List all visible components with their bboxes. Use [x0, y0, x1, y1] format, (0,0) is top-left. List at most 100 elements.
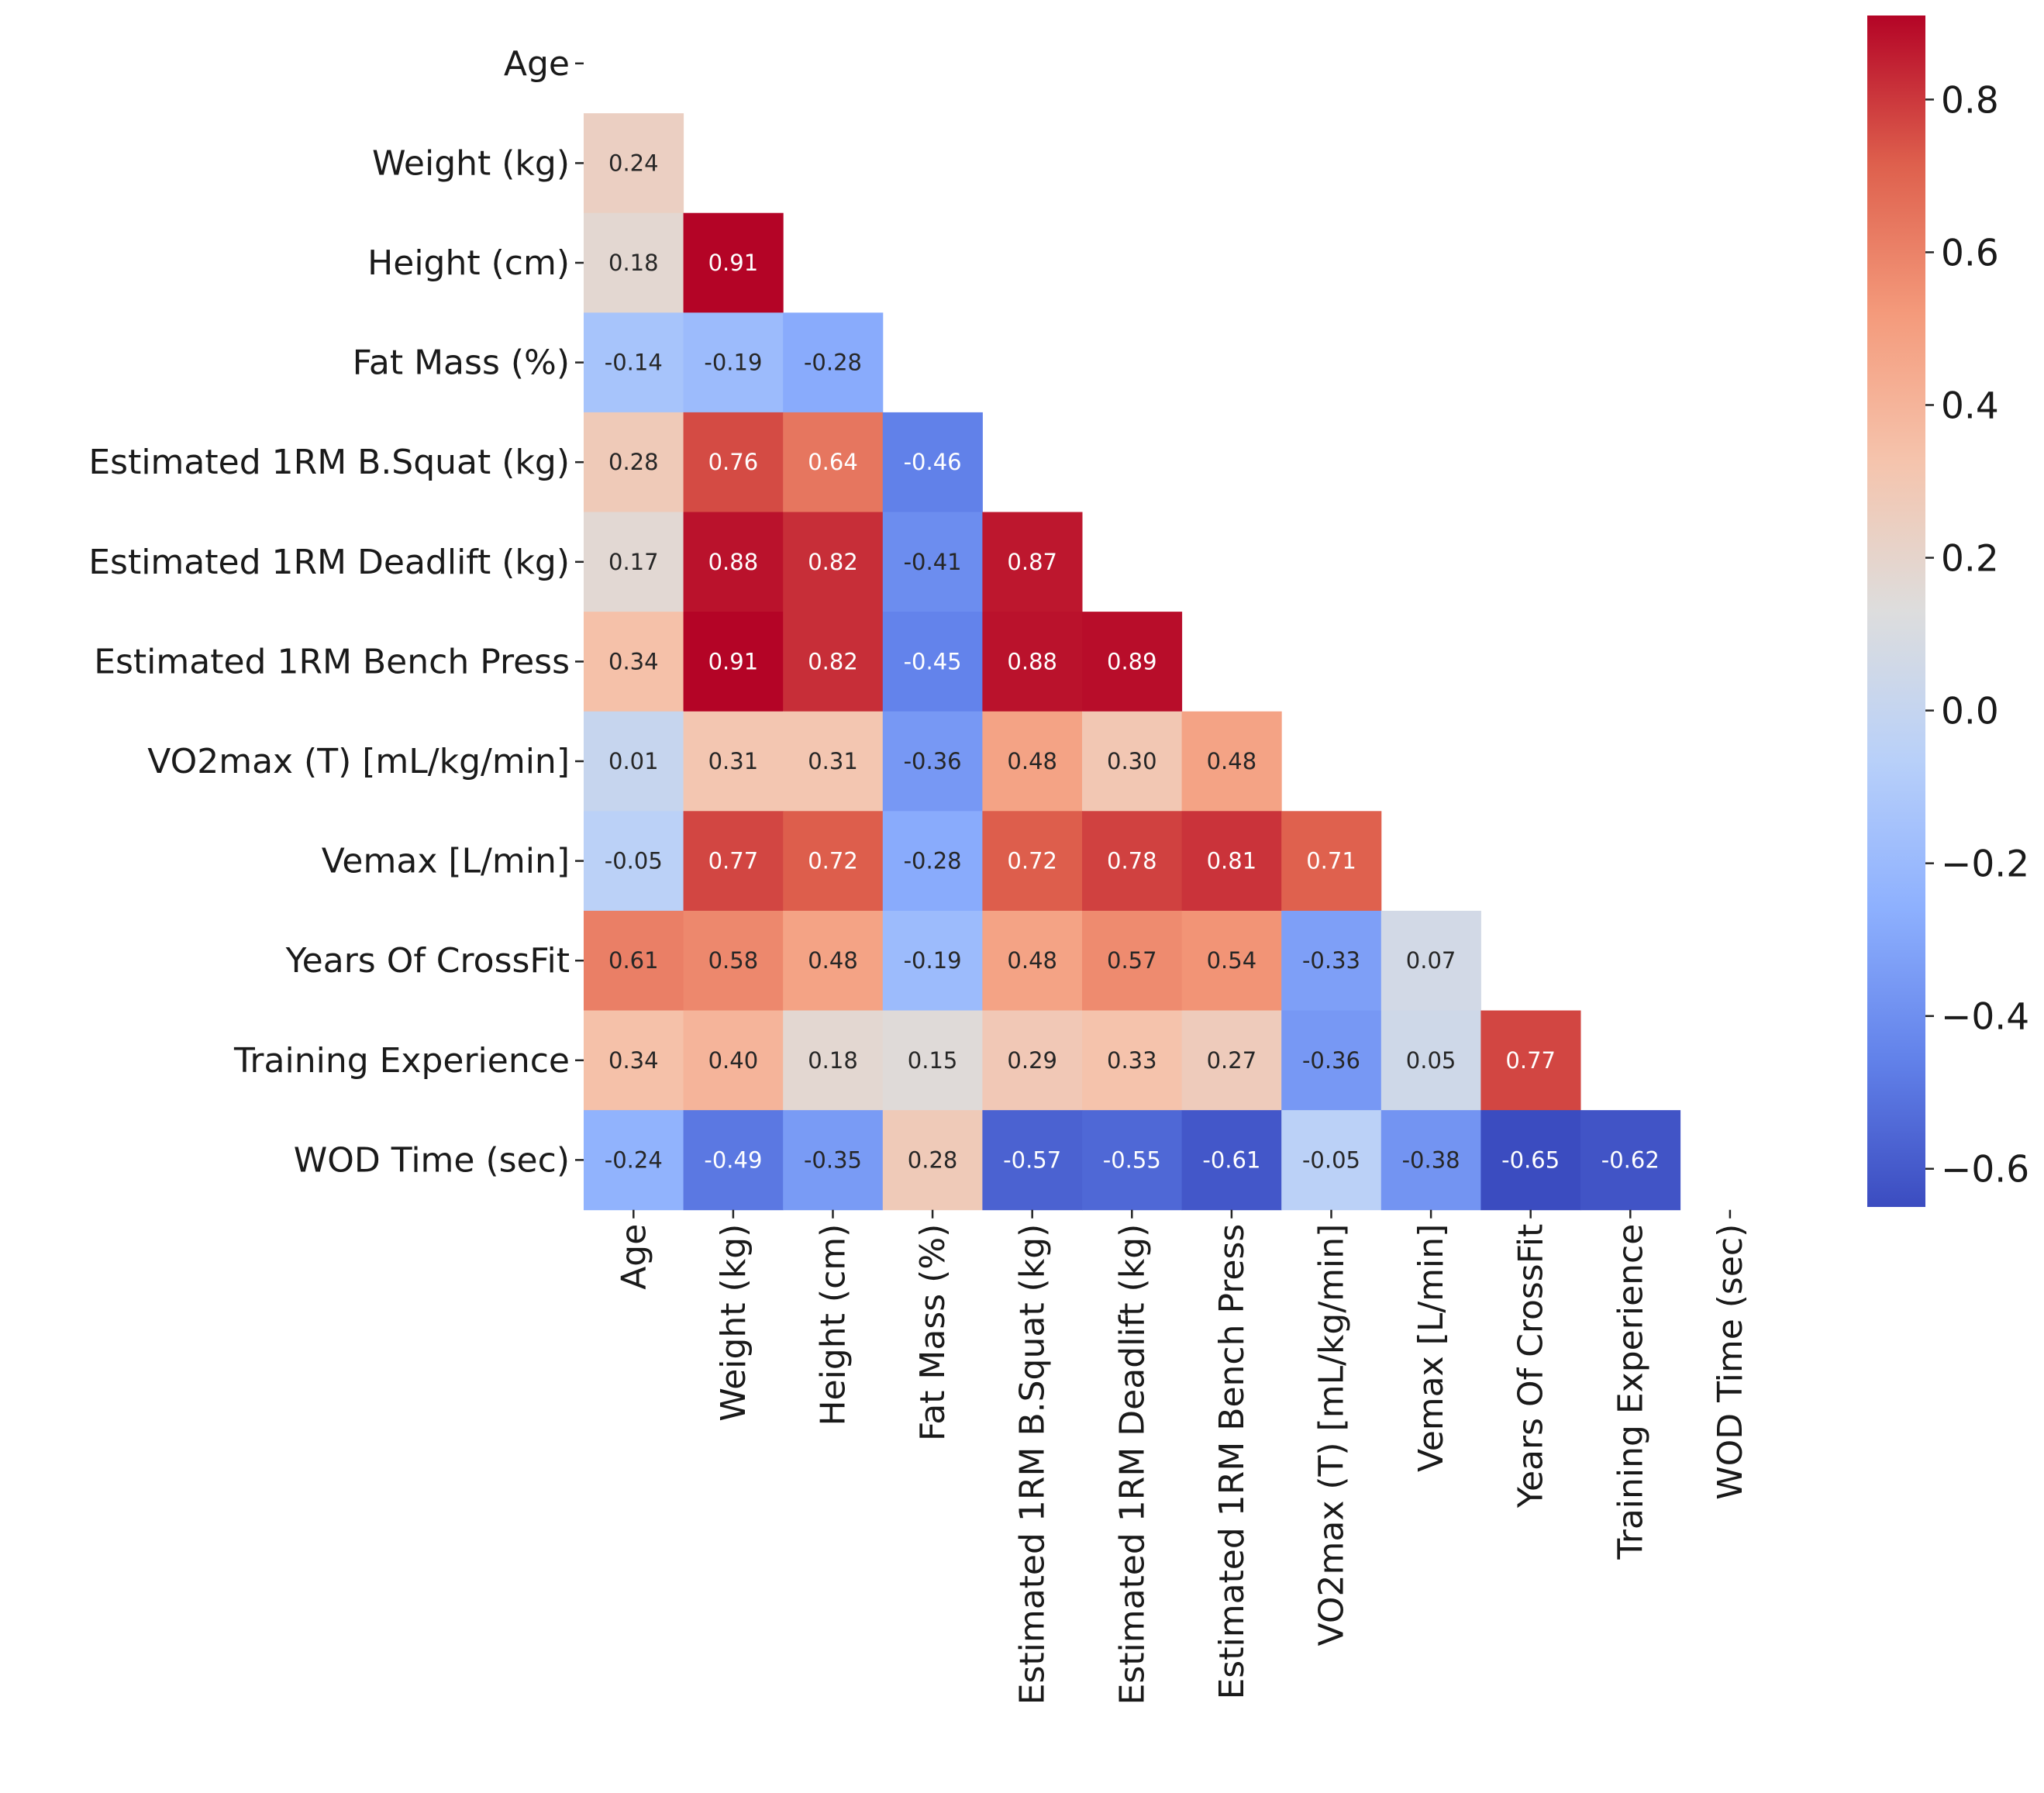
x-tick-label: WOD Time (sec): [1711, 1224, 1750, 1500]
heatmap-cell: [1181, 1110, 1282, 1211]
cell-value-label: 0.28: [608, 449, 659, 475]
cell-value-label: 0.89: [1107, 648, 1157, 674]
colorbar-tick-label: −0.2: [1941, 843, 2029, 886]
cell-value-label: 0.29: [1007, 1047, 1057, 1074]
cell-value-label: 0.34: [608, 1047, 659, 1074]
cell-value-label: 0.87: [1007, 549, 1057, 575]
x-tick-label: Estimated 1RM Bench Press: [1212, 1224, 1252, 1700]
heatmap-cell: [982, 612, 1083, 712]
y-tick-label: Estimated 1RM B.Squat (kg): [88, 443, 570, 482]
heatmap-cell: [1082, 811, 1183, 912]
heatmap-cell: [584, 512, 684, 612]
heatmap-cell: [783, 312, 884, 413]
cell-value-label: 0.91: [708, 250, 759, 276]
heatmap-cell: [982, 811, 1083, 912]
cell-value-label: 0.78: [1107, 848, 1157, 874]
cell-value-label: 0.40: [708, 1047, 759, 1074]
cell-value-label: -0.61: [1202, 1146, 1260, 1173]
cell-value-label: -0.19: [904, 947, 962, 974]
y-tick-label: Years Of CrossFit: [285, 941, 570, 981]
heatmap-cell: [982, 1010, 1083, 1111]
heatmap-cell: [882, 711, 983, 812]
heatmap-cell: [1281, 1110, 1382, 1211]
heatmap-cell: [783, 711, 884, 812]
heatmap-cell: [1380, 1010, 1481, 1111]
heatmap-cell: [683, 612, 784, 712]
cell-value-label: -0.19: [704, 350, 762, 376]
heatmap-cell: [882, 412, 983, 512]
cell-value-label: 0.07: [1406, 947, 1456, 974]
heatmap-cell: [1181, 1010, 1282, 1111]
x-tick-label: VO2max (T) [mL/kg/min]: [1312, 1224, 1352, 1646]
heatmap-cell: [1082, 910, 1183, 1011]
heatmap-cell: [584, 1010, 684, 1111]
cell-value-label: -0.35: [804, 1146, 862, 1173]
heatmap-cell: [882, 1110, 983, 1211]
heatmap-cell: [783, 512, 884, 612]
heatmap-cell: [1580, 1110, 1681, 1211]
heatmap-cell: [683, 1010, 784, 1111]
heatmap-cell: [1380, 910, 1481, 1011]
heatmap-cell: [982, 1110, 1083, 1211]
cell-value-label: 0.81: [1207, 848, 1257, 874]
y-tick-label: Weight (kg): [372, 143, 570, 183]
cell-value-label: -0.55: [1103, 1146, 1161, 1173]
heatmap-cell: [584, 612, 684, 712]
cell-value-label: -0.38: [1402, 1146, 1460, 1173]
heatmap-cell: [1082, 711, 1183, 812]
cell-value-label: 0.34: [608, 648, 659, 674]
cell-value-label: -0.57: [1003, 1146, 1061, 1173]
y-tick-label: Estimated 1RM Deadlift (kg): [88, 543, 570, 582]
heatmap-cell: [1380, 1110, 1481, 1211]
heatmap-cell: [1082, 1010, 1183, 1111]
cell-value-label: 0.72: [808, 848, 858, 874]
y-tick-label: Height (cm): [367, 243, 570, 283]
heatmap-cell: [1480, 1110, 1581, 1211]
cell-value-label: 0.48: [808, 947, 858, 974]
heatmap-cell: [982, 910, 1083, 1011]
heatmap-cell: [783, 1110, 884, 1211]
cell-value-label: 0.88: [708, 549, 759, 575]
heatmap-cell: [683, 312, 784, 413]
cell-value-label: 0.17: [608, 549, 659, 575]
x-tick-label: Weight (kg): [714, 1224, 753, 1422]
heatmap-cell: [982, 512, 1083, 612]
heatmap-cell: [683, 212, 784, 313]
heatmap-cell: [1181, 711, 1282, 812]
cell-value-label: -0.28: [804, 350, 862, 376]
cell-value-label: 0.72: [1007, 848, 1057, 874]
heatmap-cell: [683, 412, 784, 512]
y-tick-label: VO2max (T) [mL/kg/min]: [147, 742, 570, 781]
y-tick-label: Training Experience: [233, 1041, 570, 1081]
cell-value-label: 0.64: [808, 449, 858, 475]
cell-value-label: 0.15: [908, 1047, 958, 1074]
heatmap-cell: [584, 1110, 684, 1211]
cell-value-label: -0.65: [1501, 1146, 1560, 1173]
colorbar-tick-label: −0.6: [1941, 1149, 2029, 1191]
heatmap-cell: [1082, 612, 1183, 712]
x-tick-label: Estimated 1RM Deadlift (kg): [1112, 1224, 1152, 1705]
heatmap-cell: [1082, 1110, 1183, 1211]
colorbar: [1867, 16, 1925, 1207]
cell-value-label: -0.14: [605, 350, 663, 376]
cell-value-label: 0.48: [1007, 748, 1057, 774]
x-tick-label: Height (cm): [814, 1224, 853, 1426]
heatmap-cell: [683, 910, 784, 1011]
heatmap-cell: [882, 1010, 983, 1111]
cell-value-label: 0.31: [808, 748, 858, 774]
colorbar-tick-label: 0.6: [1941, 232, 1999, 274]
cell-value-label: 0.88: [1007, 648, 1057, 674]
x-tick-label: Estimated 1RM B.Squat (kg): [1013, 1224, 1053, 1705]
colorbar-tick-label: 0.0: [1941, 691, 1999, 733]
cell-value-label: -0.49: [704, 1146, 762, 1173]
heatmap-cell: [1281, 1010, 1382, 1111]
heatmap-cell: [683, 512, 784, 612]
cell-value-label: 0.33: [1107, 1047, 1157, 1074]
cell-value-label: 0.91: [708, 648, 759, 674]
cell-value-label: 0.82: [808, 648, 858, 674]
heatmap-cell: [882, 512, 983, 612]
y-tick-label: Estimated 1RM Bench Press: [94, 642, 570, 681]
cell-value-label: 0.77: [708, 848, 759, 874]
heatmap-cell: [584, 910, 684, 1011]
